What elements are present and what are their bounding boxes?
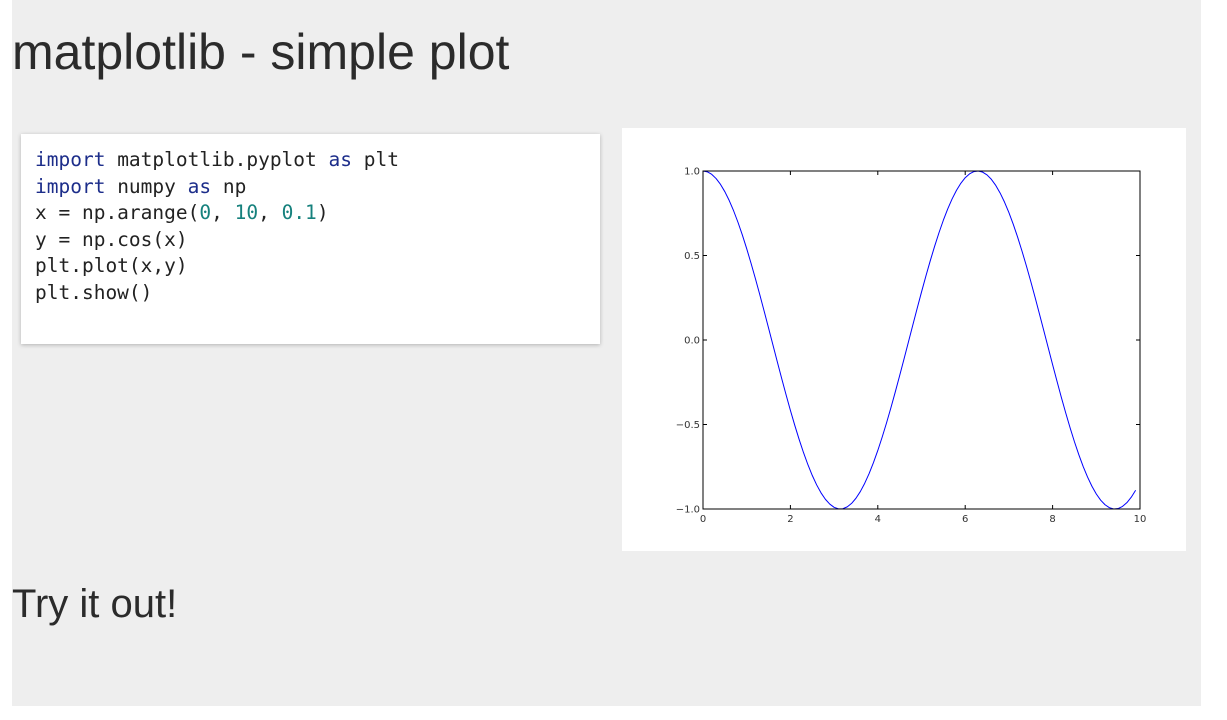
code-line: plt.show() (35, 280, 586, 307)
y-tick-label: −1.0 (676, 505, 700, 516)
slide: matplotlib - simple plot import matplotl… (12, 0, 1201, 706)
y-tick-label: 1.0 (684, 167, 700, 178)
code-line: x = np.arange(0, 10, 0.1) (35, 200, 586, 227)
y-tick-label: 0.0 (684, 336, 700, 347)
x-tick-label: 4 (875, 514, 881, 525)
x-tick-label: 2 (787, 514, 793, 525)
code-line: import matplotlib.pyplot as plt (35, 147, 586, 174)
code-text: x = np.arange( (35, 201, 200, 224)
code-text: plt.show() (35, 280, 153, 304)
code-keyword: import (35, 174, 106, 198)
code-text: y = np.cos(x) (35, 227, 188, 251)
code-line: plt.plot(x,y) (35, 253, 586, 280)
plot-frame (702, 170, 1141, 510)
page-title: matplotlib - simple plot (12, 24, 510, 80)
code-block: import matplotlib.pyplot as plt import nu… (21, 134, 600, 344)
code-text: matplotlib.pyplot (105, 148, 329, 171)
series-line-0 (702, 170, 1137, 510)
code-text: , (258, 201, 282, 224)
code-text: , (211, 201, 235, 224)
code-text: plt (352, 148, 399, 171)
code-text: plt.plot(x,y) (35, 254, 188, 277)
code-text: ) (316, 201, 329, 224)
y-tick-label: 0.5 (684, 251, 700, 262)
x-tick-label: 0 (700, 514, 706, 525)
cosine-line-chart: 0 2 4 6 8 10 −1.0 −0.5 0.0 0.5 1.0 (676, 167, 1147, 526)
code-line: y = np.cos(x) (35, 227, 586, 254)
code-number: 0 (199, 201, 212, 224)
code-text: np (211, 174, 247, 198)
code-keyword: import (35, 148, 106, 171)
x-tick-label: 10 (1134, 514, 1147, 525)
section-heading: Try it out! (12, 582, 178, 626)
code-number: 0.1 (281, 201, 317, 224)
code-keyword: as (187, 174, 212, 198)
code-line: import numpy as np (35, 174, 586, 201)
y-tick-label: −0.5 (676, 420, 700, 431)
x-tick-label: 8 (1049, 514, 1055, 525)
code-keyword: as (328, 148, 352, 171)
code-text: numpy (105, 174, 188, 198)
code-number: 10 (234, 201, 259, 224)
plot-panel: 0 2 4 6 8 10 −1.0 −0.5 0.0 0.5 1.0 (622, 128, 1186, 551)
x-tick-label: 6 (962, 514, 968, 525)
